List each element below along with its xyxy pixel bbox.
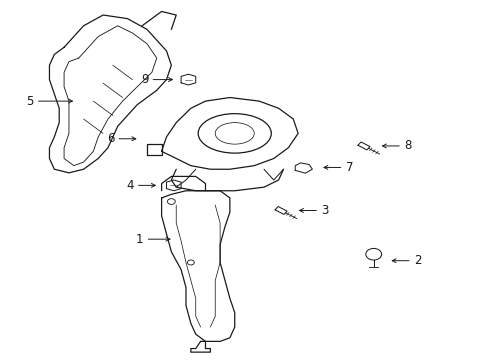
Text: 9: 9	[141, 73, 148, 86]
Text: 7: 7	[345, 161, 352, 174]
Text: 2: 2	[413, 254, 421, 267]
Text: 6: 6	[106, 132, 114, 145]
Text: 4: 4	[126, 179, 133, 192]
Text: 3: 3	[321, 204, 328, 217]
Text: 5: 5	[26, 95, 34, 108]
Text: 8: 8	[404, 139, 411, 152]
Text: 1: 1	[136, 233, 143, 246]
